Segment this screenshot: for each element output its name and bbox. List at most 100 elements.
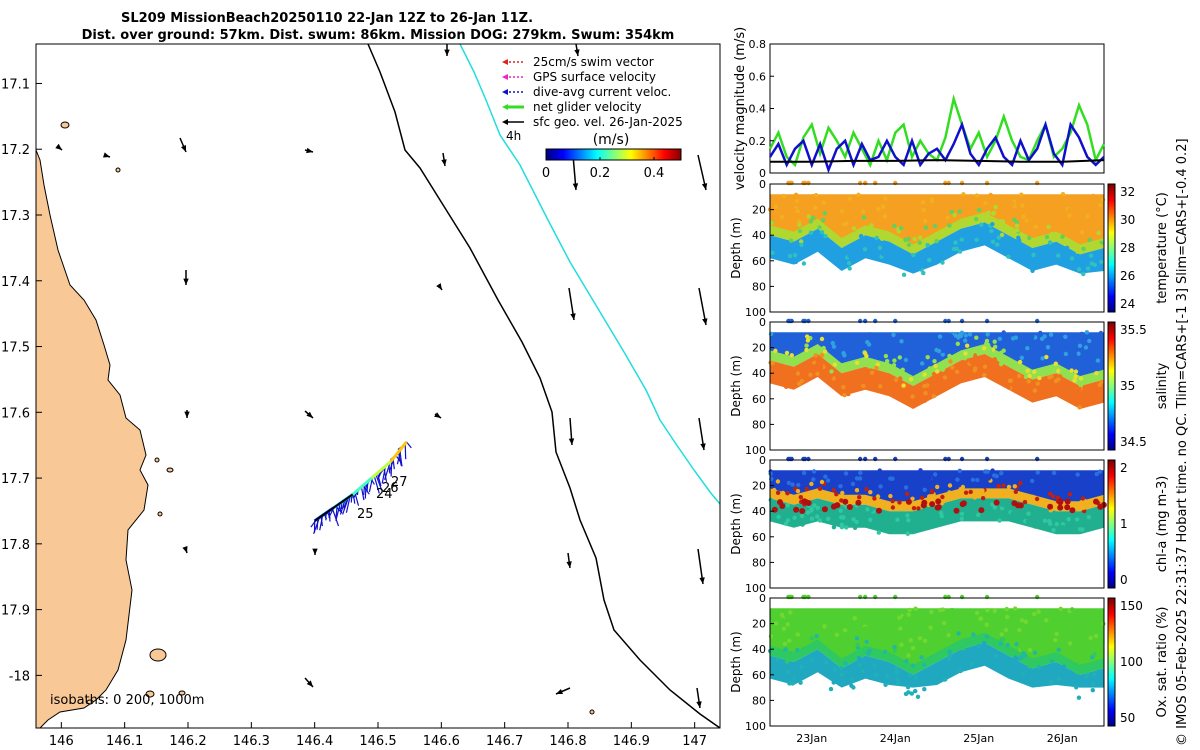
data-dot	[1043, 514, 1048, 519]
section-colorbar-cell	[1108, 221, 1115, 223]
data-dot	[811, 477, 816, 482]
data-dot	[809, 494, 814, 500]
section-colorbar-cell	[1108, 412, 1115, 414]
section-colorbar-cell	[1108, 608, 1115, 610]
geo-velocity-arrow-head	[306, 147, 313, 154]
section-colorbar-cell	[1108, 718, 1115, 720]
surface-dot	[862, 180, 868, 186]
data-dot	[1072, 351, 1078, 357]
section-colorbar-cell	[1108, 372, 1115, 374]
data-dot	[986, 342, 991, 348]
data-dot	[1022, 499, 1028, 505]
section-frame	[769, 459, 1105, 589]
data-dot	[876, 207, 881, 212]
data-dot	[1033, 627, 1039, 633]
data-dot	[809, 657, 814, 662]
colorbar-cell	[586, 149, 588, 160]
section-colorbar-cell	[1108, 432, 1115, 434]
section-colorbar-cell	[1108, 644, 1115, 646]
data-dot	[998, 361, 1004, 367]
section-colorbar-cell	[1108, 585, 1115, 587]
chl-max-dot	[855, 499, 862, 506]
data-dot	[1069, 607, 1075, 612]
section-colorbar-cell	[1108, 604, 1115, 606]
legend-label: net glider velocity	[533, 100, 641, 114]
data-dot	[867, 249, 872, 254]
section-colorbar-cell	[1108, 715, 1115, 717]
data-dot	[935, 369, 940, 374]
data-dot	[784, 656, 789, 661]
day-label: 24	[376, 487, 393, 502]
data-dot	[770, 361, 775, 366]
colorbar-cell	[571, 149, 573, 160]
data-dot	[1099, 259, 1104, 265]
data-dot	[812, 238, 817, 243]
colorbar-cell	[600, 149, 602, 160]
geo-velocity-arrow-head	[55, 143, 62, 150]
legend-label: 25cm/s swim vector	[533, 55, 654, 69]
colorbar-cell	[578, 149, 580, 160]
colorbar-cell	[560, 149, 562, 160]
section-colorbar-cell	[1108, 222, 1115, 224]
section-colorbar-cell	[1108, 678, 1115, 680]
data-dot	[1077, 343, 1083, 348]
colorbar-cell	[662, 149, 664, 160]
y-tick-label: 17.9	[1, 604, 30, 619]
data-dot	[886, 481, 891, 486]
section-colorbar-cell	[1108, 332, 1115, 334]
geo-velocity-arrow-head	[312, 548, 318, 555]
section-colorbar-cell	[1108, 512, 1115, 514]
section-colorbar-cell	[1108, 228, 1115, 230]
section-colorbar-cell	[1108, 555, 1115, 557]
data-dot	[801, 470, 807, 476]
data-dot	[787, 343, 793, 349]
surface-dot	[959, 456, 965, 462]
data-dot	[1067, 492, 1073, 497]
data-dot	[1023, 653, 1028, 658]
colorbar-cell	[582, 149, 584, 160]
chl-max-dot	[1011, 500, 1018, 507]
data-dot	[1099, 213, 1104, 218]
data-dot	[871, 635, 877, 640]
colorbar-cell	[658, 149, 660, 160]
data-dot	[848, 641, 853, 647]
section-colorbar-cell	[1108, 308, 1115, 310]
data-dot	[923, 391, 928, 396]
section-colorbar-cell	[1108, 244, 1115, 246]
data-dot	[1074, 216, 1080, 221]
data-dot	[819, 352, 825, 358]
data-dot	[812, 243, 817, 249]
data-dot	[1097, 382, 1103, 388]
data-dot	[867, 523, 873, 529]
data-dot	[807, 471, 812, 476]
data-dot	[963, 338, 968, 343]
data-dot	[810, 215, 816, 220]
data-dot	[902, 204, 908, 210]
data-dot	[906, 653, 911, 658]
section-colorbar-cell	[1108, 231, 1115, 233]
surface-dot	[893, 318, 898, 324]
section-colorbar-cell	[1108, 188, 1115, 190]
data-dot	[800, 371, 806, 376]
depth-tick-label: 40	[752, 643, 766, 656]
data-dot	[1056, 676, 1061, 682]
data-dot	[888, 517, 893, 522]
geo-velocity-arrow-head	[444, 49, 450, 56]
current-vector	[335, 502, 341, 521]
data-dot	[1059, 626, 1065, 632]
data-dot	[1094, 216, 1100, 221]
surface-dot	[857, 594, 863, 600]
data-dot	[1053, 638, 1058, 643]
data-dot	[958, 668, 963, 674]
section-colorbar-cell	[1108, 554, 1115, 556]
colorbar-cell	[567, 149, 569, 160]
section-colorbar-cell	[1108, 710, 1115, 712]
geo-velocity-arrow-head	[556, 689, 563, 694]
section-colorbar-cell	[1108, 258, 1115, 260]
data-dot	[1022, 611, 1028, 617]
section-colorbar-cell	[1108, 384, 1115, 386]
data-dot	[841, 351, 846, 356]
section-colorbar-cell	[1108, 666, 1115, 668]
data-dot	[999, 632, 1004, 637]
data-dot	[1051, 488, 1056, 493]
